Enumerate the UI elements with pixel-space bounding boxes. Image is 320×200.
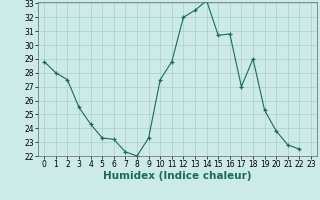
X-axis label: Humidex (Indice chaleur): Humidex (Indice chaleur) bbox=[103, 171, 252, 181]
